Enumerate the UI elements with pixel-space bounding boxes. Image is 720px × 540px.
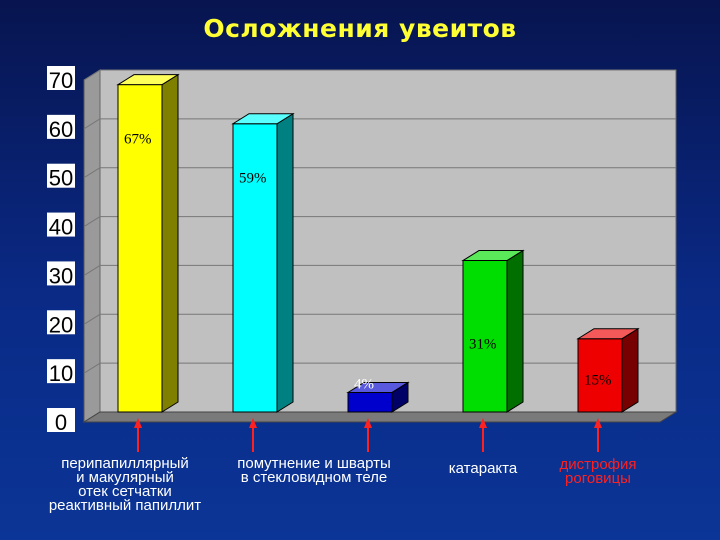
pointer-arrowhead — [479, 418, 487, 428]
y-tick-label: 40 — [49, 215, 73, 240]
y-tick-box — [47, 408, 75, 432]
bar-top — [576, 328, 640, 340]
y-tick-box — [47, 212, 75, 237]
bar-top — [231, 113, 295, 125]
bars-group: 67% 59% 4% 31% 15% — [116, 73, 640, 413]
bar-value-label: 59% — [239, 170, 267, 186]
gridline-side — [83, 265, 101, 276]
category-label-line: и макулярный — [76, 469, 174, 486]
category-label-line: помутнение и шварты — [237, 455, 391, 472]
category-label-line: роговицы — [565, 470, 631, 487]
y-tick-box — [47, 163, 75, 188]
y-tick-box — [47, 261, 75, 286]
category-label-2: помутнение и шварты в стекловидном теле — [204, 455, 424, 486]
bar-top — [346, 381, 410, 393]
y-tick-label: 30 — [49, 263, 73, 288]
y-axis-ticks: 70 60 50 40 30 20 10 0 — [47, 66, 75, 435]
y-tick-box — [47, 66, 75, 90]
bar-side — [161, 73, 179, 413]
bar-front — [232, 123, 278, 413]
bar-4: 31% — [461, 249, 525, 413]
gridline-side — [83, 167, 101, 179]
bar-side — [276, 112, 294, 413]
category-label-3: катаракта — [373, 460, 593, 477]
bar-top — [116, 74, 180, 86]
bar-front — [347, 391, 393, 413]
pointer-arrowhead — [249, 418, 257, 428]
y-tick-label: 0 — [55, 410, 67, 435]
bar-value-label: 67% — [124, 131, 152, 147]
bar-2: 59% — [231, 112, 295, 413]
gridline-side — [83, 216, 101, 227]
category-label-line: перипапиллярный — [61, 455, 189, 472]
bar-1: 67% — [116, 73, 180, 413]
chart-title: Осложнения увеитов — [203, 14, 517, 43]
bar-top — [461, 250, 525, 262]
category-label-line: катаракта — [448, 460, 518, 477]
y-tick-box — [47, 310, 75, 335]
y-tick-box — [47, 114, 75, 139]
bar-side — [506, 249, 524, 413]
bar-value-label: 31% — [469, 337, 497, 353]
bar-3: 4% — [346, 376, 410, 413]
gridline-side — [83, 362, 101, 374]
y-tick-label: 10 — [49, 361, 73, 386]
gridline-side — [83, 69, 101, 81]
gridline-side — [83, 118, 101, 130]
pointer-arrowhead — [364, 418, 372, 428]
y-tick-label: 50 — [49, 166, 73, 191]
bar-value-label: 4% — [354, 376, 374, 392]
category-label-line: в стекловидном теле — [240, 469, 388, 486]
pointer-arrowhead — [134, 418, 142, 428]
pointer-arrowhead — [594, 418, 602, 428]
y-tick-label: 70 — [49, 68, 73, 93]
plot-floor — [82, 411, 678, 423]
plot-side-wall — [83, 69, 101, 423]
category-label-line: дистрофия — [559, 456, 637, 473]
bar-5: 15% — [576, 327, 640, 413]
pointer-arrows — [134, 418, 602, 452]
y-tick-box — [47, 359, 75, 384]
category-label-line: отек сетчатки — [78, 483, 172, 500]
category-label-line: реактивный папиллит — [48, 497, 202, 514]
y-tick-label: 20 — [49, 312, 73, 337]
category-label-1: перипапиллярный и макулярный отек сетчатки… — [15, 455, 235, 514]
bar-value-label: 15% — [584, 373, 612, 389]
y-tick-label: 60 — [49, 117, 73, 142]
category-label-4: дистрофия роговицы — [488, 456, 708, 487]
bar-side — [621, 327, 639, 413]
gridline-side — [83, 313, 101, 325]
